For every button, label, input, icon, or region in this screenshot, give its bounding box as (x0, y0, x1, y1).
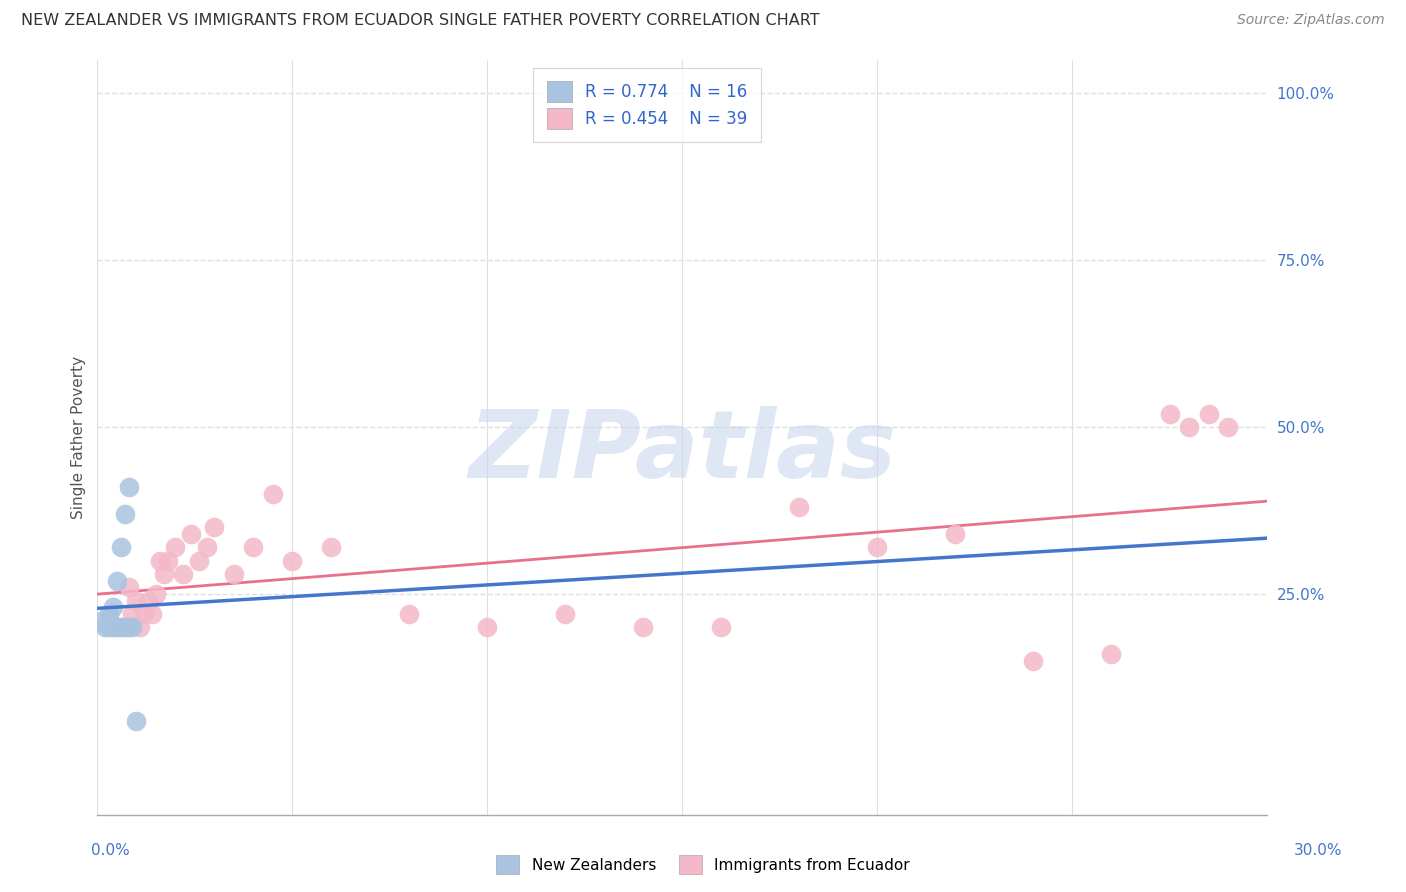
Point (145, 587, 167, 601)
Point (222, 567, 245, 582)
Point (101, 600, 124, 615)
Point (105, 620, 128, 634)
Point (165, 541, 187, 555)
Point (281, 554, 304, 568)
Point (1099, 647, 1122, 661)
Point (117, 581, 139, 595)
Text: 0.0%: 0.0% (91, 843, 131, 858)
Point (117, 620, 139, 634)
Point (94, 620, 117, 634)
Point (202, 520, 225, 534)
Point (114, 507, 136, 521)
Legend: New Zealanders, Immigrants from Ecuador: New Zealanders, Immigrants from Ecuador (491, 849, 915, 880)
Point (262, 487, 284, 501)
Point (105, 620, 128, 634)
Point (321, 541, 343, 555)
Point (117, 480, 139, 494)
Point (125, 594, 148, 608)
Point (156, 554, 179, 568)
Point (477, 620, 499, 634)
Point (110, 620, 132, 634)
Text: NEW ZEALANDER VS IMMIGRANTS FROM ECUADOR SINGLE FATHER POVERTY CORRELATION CHART: NEW ZEALANDER VS IMMIGRANTS FROM ECUADOR… (21, 13, 820, 29)
Point (1178, 420, 1201, 434)
Text: ZIPatlas: ZIPatlas (468, 406, 896, 498)
Point (121, 607, 143, 621)
Point (195, 541, 218, 555)
Point (110, 541, 132, 555)
Point (134, 607, 156, 621)
Point (105, 574, 128, 588)
Point (136, 594, 159, 608)
Point (1198, 407, 1220, 421)
Point (1022, 654, 1045, 668)
Point (114, 620, 136, 634)
Text: 30.0%: 30.0% (1295, 843, 1343, 858)
Point (187, 554, 209, 568)
Point (98, 607, 121, 621)
Text: Source: ZipAtlas.com: Source: ZipAtlas.com (1237, 13, 1385, 28)
Point (866, 541, 889, 555)
Point (121, 620, 143, 634)
Point (129, 620, 152, 634)
Point (152, 567, 174, 582)
Point (1216, 420, 1239, 434)
Point (125, 714, 148, 728)
Point (1159, 407, 1181, 421)
Point (242, 541, 264, 555)
Point (172, 567, 194, 582)
Point (101, 620, 124, 634)
Y-axis label: Single Father Poverty: Single Father Poverty (72, 356, 86, 518)
Point (710, 620, 733, 634)
Point (98, 607, 121, 621)
Point (787, 500, 810, 515)
Point (631, 620, 654, 634)
Point (180, 527, 202, 541)
Point (141, 607, 163, 621)
Point (98, 620, 121, 634)
Point (90, 614, 112, 628)
Legend: R = 0.774    N = 16, R = 0.454    N = 39: R = 0.774 N = 16, R = 0.454 N = 39 (533, 68, 761, 142)
Point (554, 607, 576, 621)
Point (398, 607, 420, 621)
Point (114, 620, 136, 634)
Point (943, 527, 966, 541)
Point (149, 554, 172, 568)
